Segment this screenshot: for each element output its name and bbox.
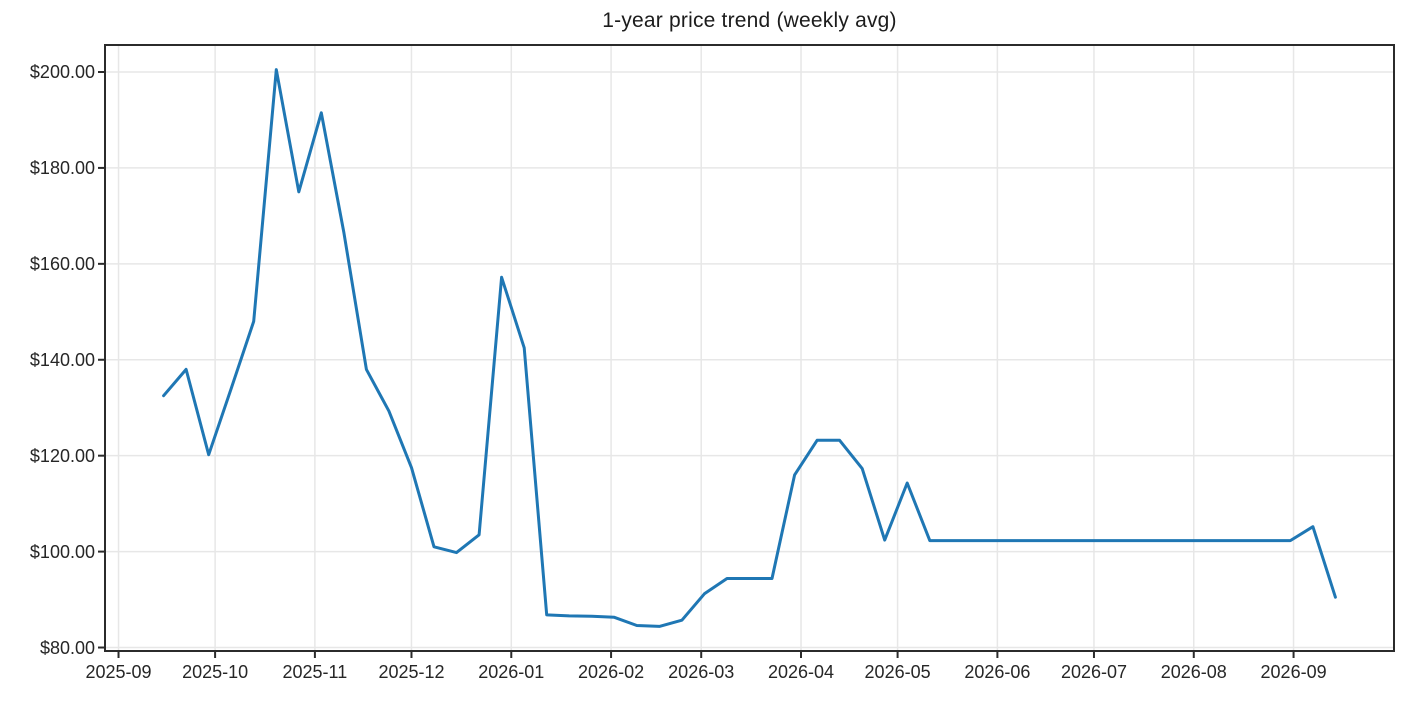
y-tick-label: $80.00 [39,637,95,658]
x-tick-label: 2025-10 [182,662,249,682]
y-tick-label: $180.00 [29,157,95,178]
y-tick-label: $140.00 [29,349,95,370]
x-tick-label: 2026-08 [1160,662,1227,682]
x-tick-label: 2026-09 [1260,662,1327,682]
x-tick-label: 2026-03 [668,662,735,682]
y-tick-label: $100.00 [29,541,95,562]
plot-border [104,44,1395,652]
x-tick-label: 2026-05 [864,662,931,682]
y-tick-label: $200.00 [29,62,95,82]
x-tick-label: 2026-04 [767,662,835,682]
x-tick-label: 2026-06 [964,662,1031,682]
y-tick-label: $120.00 [29,445,95,466]
x-tick-label: 2026-07 [1060,662,1127,682]
x-tick-label: 2026-01 [478,662,545,682]
x-tick-label: 2025-12 [378,662,445,682]
x-tick-label: 2025-09 [85,662,152,682]
price-trend-line [162,68,1337,628]
chart-title: 1-year price trend (weekly avg) [602,9,897,32]
x-tick-label: 2025-11 [282,662,348,682]
y-tick-label: $160.00 [29,253,95,274]
x-tick-label: 2026-02 [578,662,645,682]
